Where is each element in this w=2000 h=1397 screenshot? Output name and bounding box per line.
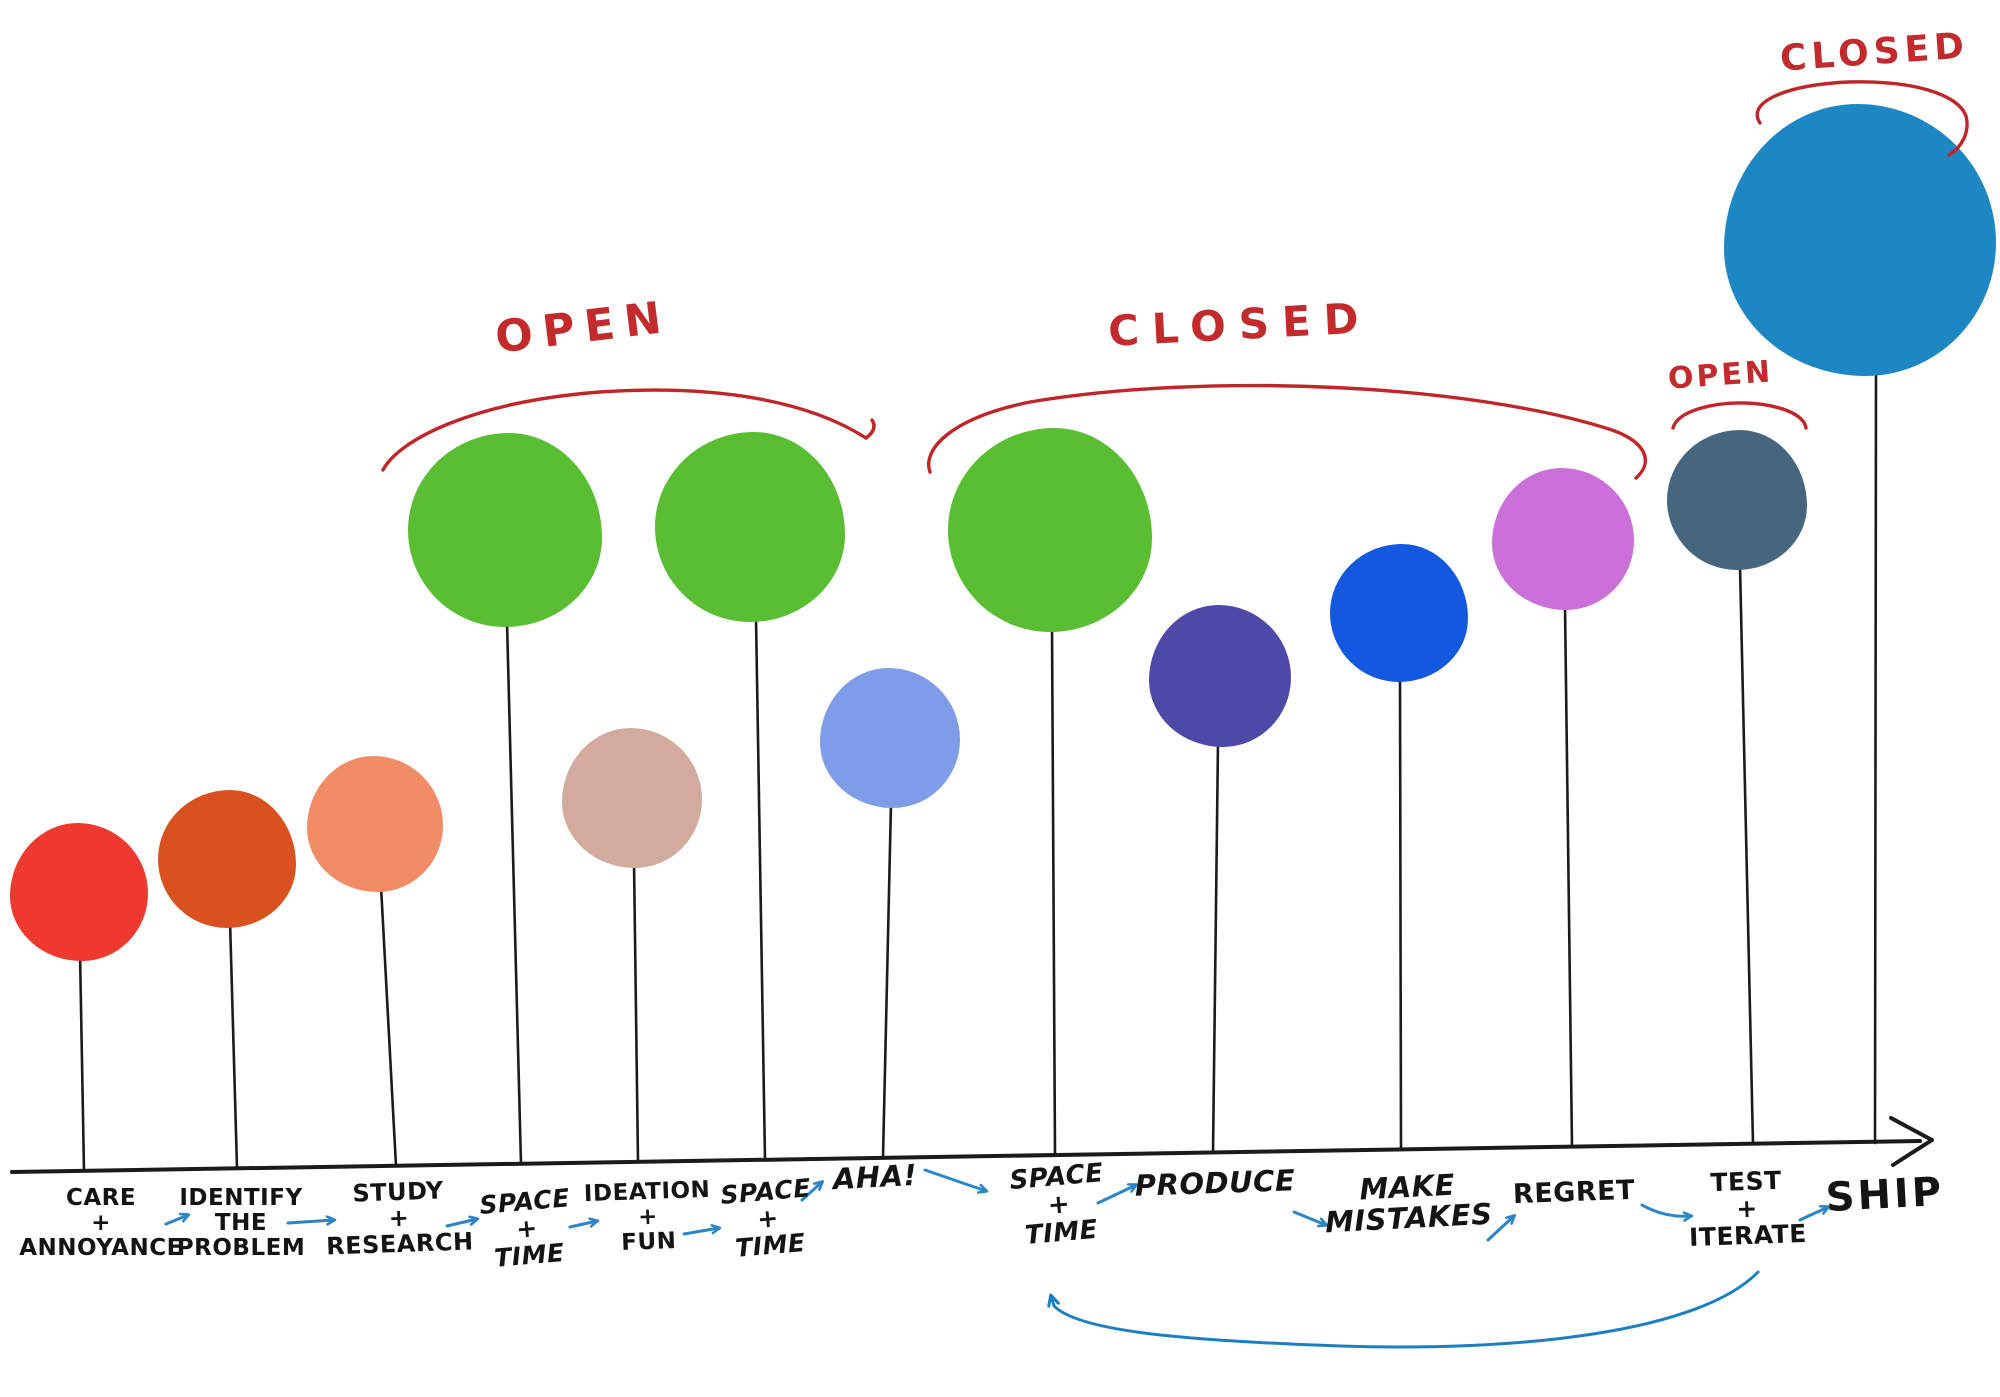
stem-test-iterate [1738,564,1755,1146]
flow-arrow-2 [286,1220,334,1223]
balloon-produce [1149,605,1291,747]
stem-space-time-3 [1050,625,1057,1157]
balloon-ideation-fun [562,728,702,868]
balloon-space-time-3 [948,428,1152,632]
stage-label-ship: SHIP [1824,1168,1946,1222]
balloon-stems [78,370,1878,1173]
timeline-axis-arrowhead [1889,1116,1934,1167]
balloon-ship [1724,104,1996,376]
stage-label-produce: PRODUCE [1134,1163,1296,1203]
flow-arrow-4 [568,1221,597,1229]
stem-produce [1211,740,1220,1155]
stage-label-regret: REGRET [1512,1174,1636,1211]
stem-make-mistakes [1398,676,1403,1152]
flow-arrow-7 [923,1168,986,1191]
balloon-care-annoyance [10,823,148,961]
balloon-space-time-1 [408,433,602,627]
stem-identify-the-problem [228,918,239,1170]
stem-space-time-2 [754,616,767,1162]
flow-arrow-11 [1640,1203,1691,1216]
flow-arrow-10 [1486,1216,1514,1242]
flow-arrow-6 [800,1182,822,1202]
flow-arrow-8 [1096,1185,1136,1205]
stem-care-annoyance [78,950,86,1173]
stem-ideation-fun [632,860,640,1164]
stage-label-identify-the-problem: IDENTIFY THE PROBLEM [176,1185,306,1261]
stem-ship [1873,370,1878,1145]
flow-arrow-5 [682,1228,719,1236]
stem-regret [1563,604,1574,1149]
stem-space-time-1 [505,620,523,1166]
flow-arrows [164,1168,1828,1242]
stage-label-care-annoyance: CARE + ANNOYANCE [19,1185,183,1261]
flow-arrow-3 [445,1219,477,1228]
stem-aha [881,801,893,1160]
balloon-regret [1492,468,1634,610]
flow-arrow-9 [1292,1210,1326,1225]
flow-arrow-1 [164,1215,188,1226]
balloon-space-time-2 [655,432,845,622]
annotation-open-right: OPEN [1666,354,1775,397]
stage-label-make-mistakes: MAKE MISTAKES [1324,1167,1494,1240]
stage-label-space-time-3: SPACE + TIME [1008,1158,1105,1252]
balloon-study-research [307,756,443,892]
balloon-identify-the-problem [158,790,296,928]
stem-study-research [379,884,398,1168]
iterate-loop-arrow [1047,1270,1760,1349]
timeline-axis [10,1139,1922,1174]
balloon-aha [820,668,960,808]
balloon-test-iterate [1667,430,1807,570]
balloon-make-mistakes [1330,544,1468,682]
flow-arrow-12 [1798,1207,1828,1222]
